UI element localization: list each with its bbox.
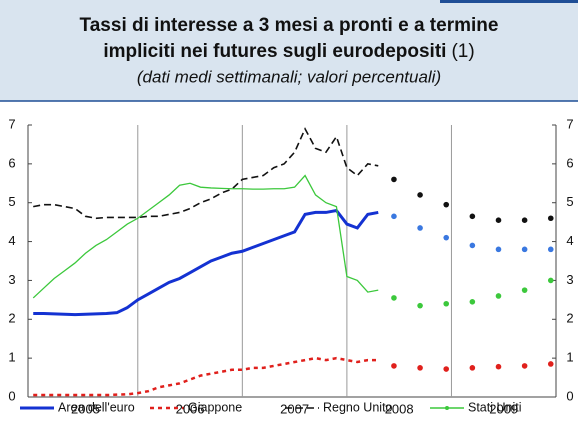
title-line: impliciti nei futures sugli eurodepositi	[103, 41, 446, 62]
y-tick-label: 7	[8, 116, 15, 131]
futures-dot	[391, 213, 397, 220]
futures-dot	[469, 213, 476, 220]
legend-label: Regno Unito	[323, 400, 393, 414]
y-tick-label: 5	[8, 194, 15, 209]
y-tick-label: 3	[8, 272, 15, 287]
legend-label: Giappone	[188, 400, 242, 414]
y2-tick-label: 4	[566, 233, 573, 248]
futures-dot	[521, 287, 528, 293]
chart-title: Tassi di interesse a 3 mesi a pronti e a…	[80, 15, 499, 36]
y2-tick-label: 0	[566, 388, 573, 403]
futures-dot	[547, 246, 554, 253]
futures-dot	[443, 201, 450, 208]
subtitle: (dati medi settimanali; valori percentua…	[137, 67, 441, 86]
header-bg	[0, 0, 578, 101]
futures-dot	[469, 242, 476, 249]
y-tick-label: 4	[8, 233, 15, 248]
legend-dot	[445, 406, 449, 410]
y2-tick-label: 6	[566, 155, 573, 170]
legend-label: Stati Uniti	[468, 400, 522, 414]
legend-label: Area dell'euro	[58, 400, 135, 414]
y2-tick-label: 5	[566, 194, 573, 209]
x-tick-label: 2009	[489, 401, 518, 416]
futures-dot	[495, 217, 502, 223]
x-tick-label: 2007	[280, 401, 309, 416]
futures-dot	[391, 295, 397, 301]
futures-dot	[417, 225, 423, 231]
futures-dot	[521, 363, 528, 369]
futures-dot	[469, 299, 476, 305]
y2-tick-label: 7	[566, 116, 573, 131]
futures-dot	[443, 366, 450, 372]
x-tick-label: 2006	[176, 401, 205, 416]
chart-title-2: impliciti nei futures sugli eurodepositi…	[103, 41, 474, 62]
series-line	[32, 174, 379, 299]
series-line	[33, 356, 379, 397]
futures-dot	[521, 246, 528, 253]
series-line	[33, 127, 379, 220]
y-tick-label: 1	[8, 350, 15, 365]
title-line: Tassi di interesse a 3 mesi a pronti e a…	[80, 15, 499, 36]
y2-tick-label: 2	[566, 311, 573, 326]
futures-dot	[469, 365, 476, 371]
futures-dot	[391, 363, 397, 369]
title-note: (1)	[451, 41, 474, 62]
futures-dot	[443, 234, 450, 241]
legend: Area dell'euro Giappone Regno Unito Stati U…	[20, 400, 522, 414]
futures-dot	[521, 217, 528, 223]
futures-dot	[417, 192, 423, 198]
futures-dot	[391, 176, 397, 183]
futures-dot	[547, 277, 554, 284]
futures-dot	[417, 365, 423, 371]
y-tick-label: 2	[8, 311, 15, 326]
y2-tick-label: 3	[566, 272, 573, 287]
futures-dot	[547, 361, 554, 367]
x-tick-label: 2008	[385, 401, 414, 416]
futures-dot	[547, 215, 554, 222]
futures-dot	[417, 302, 423, 309]
futures-dot	[443, 300, 450, 307]
futures-dot	[495, 363, 502, 370]
y-tick-label: 6	[8, 155, 15, 170]
header-bar	[440, 0, 578, 3]
futures-dot	[495, 293, 502, 299]
futures-dot	[495, 246, 502, 253]
x-tick-label: 2005	[71, 401, 100, 416]
series-line	[33, 208, 379, 317]
y-tick-label: 0	[8, 388, 15, 403]
y2-tick-label: 1	[566, 350, 573, 365]
